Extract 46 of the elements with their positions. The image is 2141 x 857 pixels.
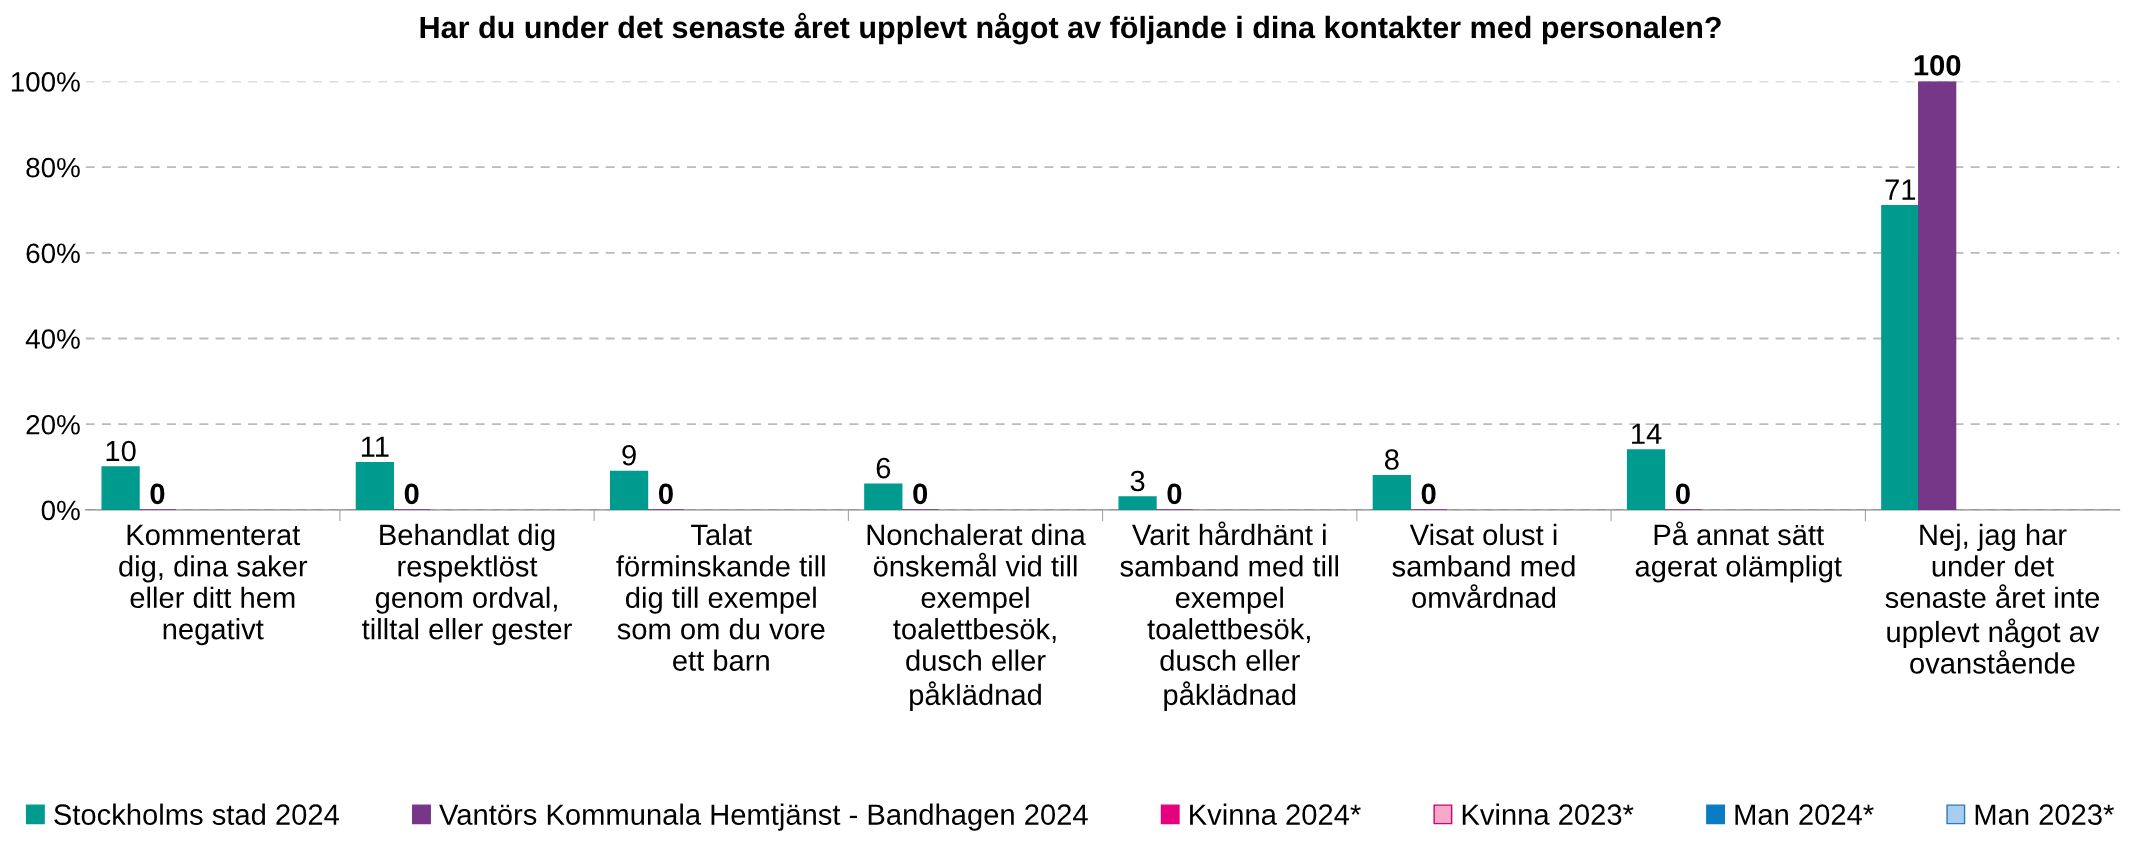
bar: [1372, 474, 1411, 510]
x-tick-label: Talat förminskande till dig till exempel som om du vore ett barn: [616, 523, 825, 671]
chart-title: Har du under det senaste året upplevt något av följande i dina kontakter med personalen?: [420, 12, 1721, 45]
data-label: 100: [1914, 55, 1961, 76]
y-tick-label: 60%: [26, 243, 80, 264]
data-label: 71: [1885, 179, 1916, 200]
bar: [864, 483, 903, 510]
x-tick-label: På annat sätt agerat olämpligt: [1635, 521, 1842, 583]
bar: [355, 462, 394, 510]
y-tick-label: 100%: [11, 72, 80, 92]
y-tick-label: 80%: [26, 157, 80, 178]
x-tick-label: Nonchalerat dina önskemål vid till exempel toalettbesök, dusch eller påklädnad: [867, 523, 1086, 711]
y-tick-label: 0%: [41, 500, 80, 521]
legend-label: Kvinna 2024*: [1190, 803, 1361, 825]
y-tick-label: 20%: [26, 414, 80, 435]
data-label: 0: [404, 483, 419, 505]
bar: [609, 470, 649, 510]
data-label: 0: [150, 483, 165, 505]
data-label: 0: [1167, 483, 1182, 505]
data-label: 10: [106, 440, 136, 462]
data-label: 11: [361, 436, 389, 457]
bar: [1626, 449, 1666, 510]
legend-label: Stockholms stad 2024: [54, 803, 339, 825]
x-tick-label: Behandlat dig respektlöst genom ordval, tilltal eller gester: [362, 523, 572, 646]
legend-label: Man 2023*: [1975, 804, 2114, 825]
data-label: 0: [913, 483, 928, 505]
data-label: 9: [622, 444, 636, 466]
data-label: 3: [1130, 470, 1145, 492]
legend-label: Man 2024*: [1735, 804, 1874, 825]
x-tick-label: Kommenterat dig, dina saker eller ditt hem negativt: [119, 524, 308, 646]
x-tick-label: Visat olust i samband med omvårdnad: [1392, 523, 1575, 609]
x-tick-label: Nej, jag har under det senaste året inte upplevt något av ovanstående: [1885, 523, 2100, 674]
data-label: 14: [1632, 423, 1662, 444]
bar: [101, 466, 140, 510]
data-label: 6: [876, 457, 891, 479]
data-label: 0: [1675, 483, 1690, 505]
bar: [1881, 204, 1920, 510]
data-label: 8: [1384, 449, 1399, 470]
bar: [1918, 81, 1957, 510]
data-label: 0: [1421, 483, 1436, 505]
legend-label: Kvinna 2023*: [1462, 803, 1634, 825]
bar: [1118, 496, 1157, 510]
x-tick-label: Varit hårdhänt i samband med till exempel toalettbesök, dusch eller påklädnad: [1120, 521, 1339, 711]
legend-label: Vantörs Kommunala Hemtjänst - Bandhagen 2024: [439, 803, 1088, 831]
data-label: 0: [658, 483, 673, 505]
y-tick-label: 40%: [25, 329, 80, 349]
